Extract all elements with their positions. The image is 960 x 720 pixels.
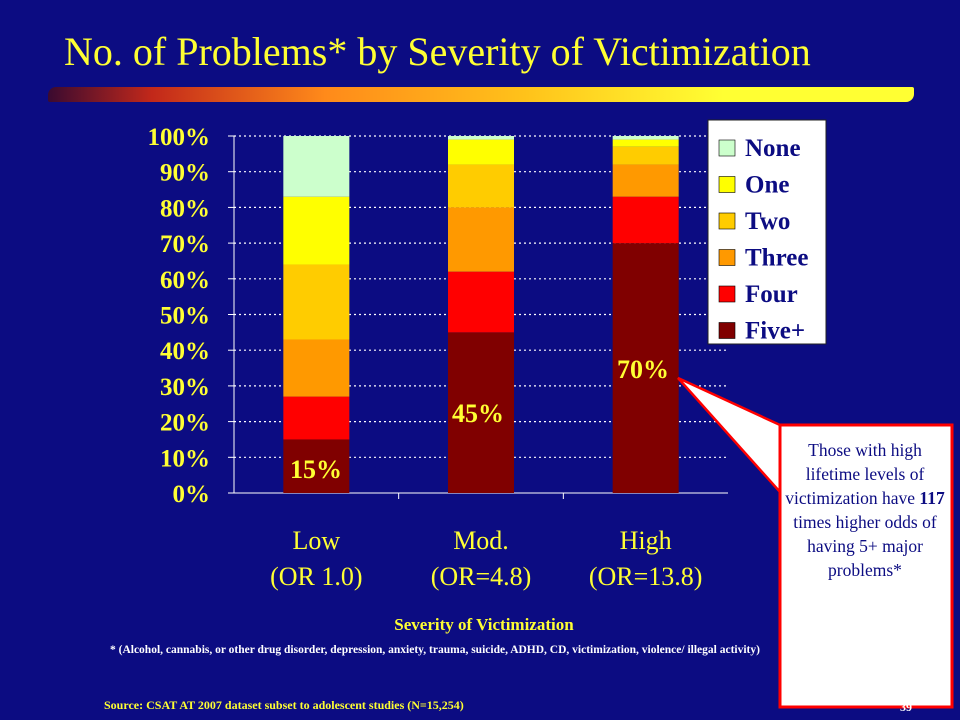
slide-title: No. of Problems* by Severity of Victimiz…	[64, 29, 811, 74]
title-underline-bar	[48, 87, 914, 102]
page-number: 39	[900, 700, 912, 714]
y-tick-label: 30%	[160, 374, 210, 401]
bar-segment-five-plus	[448, 332, 514, 493]
data-label: 15%	[290, 455, 342, 484]
bar-segment-one	[448, 139, 514, 165]
legend-swatch-four	[718, 285, 736, 303]
y-tick-label: 80%	[160, 195, 210, 222]
callout-text-after: times higher odds of having 5+ major pro…	[793, 512, 937, 580]
y-tick-label: 60%	[160, 267, 210, 294]
bar-segment-three	[283, 339, 350, 397]
y-tick-label: 0%	[173, 481, 211, 508]
callout-box	[778, 423, 954, 709]
callout-join-mask	[781, 428, 786, 488]
y-tick-label: 10%	[160, 445, 210, 472]
legend-label-three: Three	[745, 245, 808, 272]
x-axis-title: Severity of Victimization	[394, 615, 574, 634]
footnote: * (Alcohol, cannabis, or other drug diso…	[110, 644, 760, 656]
y-tick-label: 20%	[160, 410, 210, 437]
data-label: 70%	[617, 355, 669, 384]
legend-swatch-five-plus	[718, 322, 736, 339]
legend-label-five-plus: Five+	[745, 318, 805, 345]
data-label: 45%	[452, 399, 504, 428]
source-note: Source: CSAT AT 2007 dataset subset to a…	[104, 698, 464, 712]
bar-segment-three	[612, 164, 679, 197]
legend-swatch-one	[718, 176, 736, 193]
bar-segment-two	[612, 146, 679, 165]
category-label: Mod.	[453, 526, 509, 555]
bar-segment-none	[283, 136, 350, 197]
legend-box	[707, 119, 827, 345]
y-tick-label: 50%	[160, 303, 210, 330]
y-tick-label: 100%	[148, 124, 211, 151]
bar-segment-four	[612, 196, 679, 244]
bar-segment-two	[283, 264, 350, 340]
legend-label-two: Two	[745, 208, 790, 235]
bar-segment-four	[448, 271, 514, 333]
y-tick-label: 90%	[160, 160, 210, 187]
callout-text-before: Those with high lifetime levels of victi…	[785, 440, 925, 508]
y-tick-label: 70%	[160, 231, 210, 258]
legend-swatch-three	[718, 249, 736, 266]
legend-swatch-two	[718, 212, 736, 230]
bar-segment-one	[283, 196, 350, 265]
category-label: Low	[292, 526, 340, 555]
bar-segment-five-plus	[283, 439, 350, 493]
category-sublabel: (OR 1.0)	[270, 562, 362, 591]
bar-segment-none	[448, 136, 514, 140]
bar-segment-four	[283, 396, 350, 440]
bar-segment-one	[612, 139, 679, 147]
bar-segment-five-plus	[612, 243, 679, 493]
bar-segment-three	[448, 207, 514, 272]
bar-segment-two	[448, 164, 514, 208]
legend-label-none: None	[745, 135, 801, 162]
legend-label-four: Four	[745, 281, 798, 308]
y-tick-label: 40%	[160, 338, 210, 365]
category-label: High	[620, 526, 672, 555]
category-sublabel: (OR=13.8)	[589, 562, 703, 591]
legend-label-one: One	[745, 172, 789, 199]
legend-swatch-none	[718, 139, 736, 157]
category-sublabel: (OR=4.8)	[431, 562, 532, 591]
callout-text: Those with high lifetime levels of victi…	[784, 438, 946, 582]
callout-emphasis: 117	[919, 488, 945, 508]
bar-segment-none	[612, 136, 679, 140]
callout-pointer	[677, 376, 782, 496]
